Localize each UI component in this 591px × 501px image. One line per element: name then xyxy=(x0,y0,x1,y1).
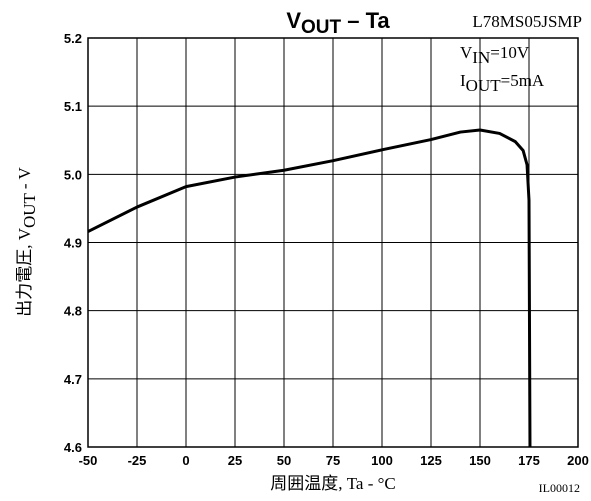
y-tick-label: 5.2 xyxy=(64,31,82,46)
x-tick-label: 200 xyxy=(567,453,589,468)
cond-rest: =5mA xyxy=(501,71,545,90)
chart-title: VOUT – Ta xyxy=(286,8,390,38)
ylabel-main: 出力電圧, V xyxy=(15,227,34,316)
title-sub: OUT xyxy=(301,17,342,38)
y-tick-label: 4.7 xyxy=(64,372,82,387)
ylabel-rest: - V xyxy=(15,167,34,194)
cond-sub: IN xyxy=(472,48,490,67)
y-tick-label: 4.8 xyxy=(64,304,82,319)
x-tick-label: 175 xyxy=(518,453,540,468)
y-tick-label: 5.1 xyxy=(64,99,82,114)
part-number: L78MS05JSMP xyxy=(472,12,582,31)
y-tick-label: 4.6 xyxy=(64,440,82,455)
x-tick-label: -50 xyxy=(79,453,98,468)
y-tick-label: 5.0 xyxy=(64,167,82,182)
y-axis-label: 出力電圧, VOUT - V xyxy=(15,167,39,317)
condition: IOUT=5mA xyxy=(460,71,545,95)
condition: VIN=10V xyxy=(460,43,530,67)
x-tick-label: -25 xyxy=(128,453,147,468)
x-tick-label: 150 xyxy=(469,453,491,468)
ylabel-sub: OUT xyxy=(20,192,39,228)
plot-frame xyxy=(87,37,579,448)
x-axis-label: 周囲温度, Ta - °C xyxy=(270,474,396,493)
cond-main: V xyxy=(460,43,473,62)
title-main: V xyxy=(286,8,301,33)
x-tick-label: 0 xyxy=(182,453,189,468)
x-tick-label: 25 xyxy=(228,453,242,468)
cond-main: I xyxy=(460,71,466,90)
x-tick-label: 75 xyxy=(326,453,340,468)
data-line xyxy=(87,128,532,448)
x-tick-label: 125 xyxy=(420,453,442,468)
cond-rest: =10V xyxy=(490,43,530,62)
y-tick-label: 4.9 xyxy=(64,236,82,251)
title-rest: – Ta xyxy=(341,8,390,33)
cond-sub: OUT xyxy=(466,76,502,95)
figure-id: IL00012 xyxy=(539,481,580,495)
x-tick-label: 100 xyxy=(371,453,393,468)
x-tick-label: 50 xyxy=(277,453,291,468)
